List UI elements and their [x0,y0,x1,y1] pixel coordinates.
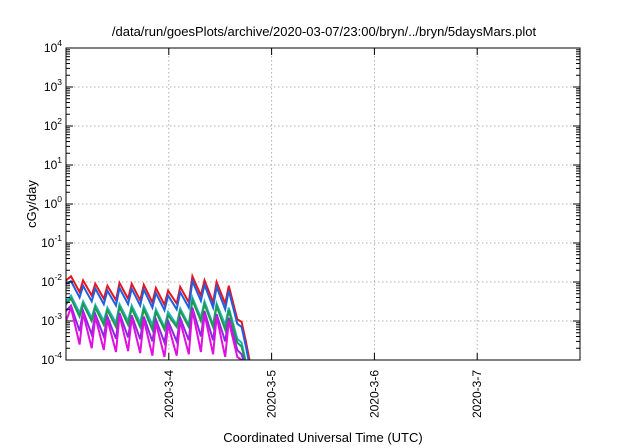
series-layer [66,272,251,360]
y-tick-label: 101 [44,155,62,172]
series-line-3 [66,293,247,360]
y-tick-label: 10-4 [41,350,62,367]
series-line-4 [66,296,246,360]
x-tick-label: 2020-3-6 [367,370,381,418]
x-axis-label: Coordinated Universal Time (UTC) [223,430,422,445]
y-tick-label: 10-3 [41,311,62,328]
grid [66,48,580,360]
chart-title: /data/run/goesPlots/archive/2020-03-07/2… [112,24,537,39]
series-line-1 [66,272,251,360]
y-tick-label: 100 [44,194,62,211]
y-tick-label: 10-2 [41,272,62,289]
series-line-2 [66,277,250,360]
ticks [66,47,580,361]
x-tick-label: 2020-3-7 [470,370,484,418]
y-tick-label: 102 [44,116,62,133]
x-tick-labels: 2020-3-4 2020-3-5 2020-3-6 2020-3-7 [162,370,484,418]
series-line-5 [66,303,245,360]
y-tick-label: 104 [44,38,62,55]
y-tick-label: 103 [44,77,62,94]
y-tick-labels: 104 103 102 101 100 10-1 10-2 10-3 10-4 [41,38,62,367]
x-tick-label: 2020-3-5 [265,370,279,418]
x-tick-label: 2020-3-4 [162,370,176,418]
series-line-6 [66,304,243,360]
y-tick-label: 10-1 [41,233,62,250]
y-axis-label: cGy/day [24,180,39,228]
